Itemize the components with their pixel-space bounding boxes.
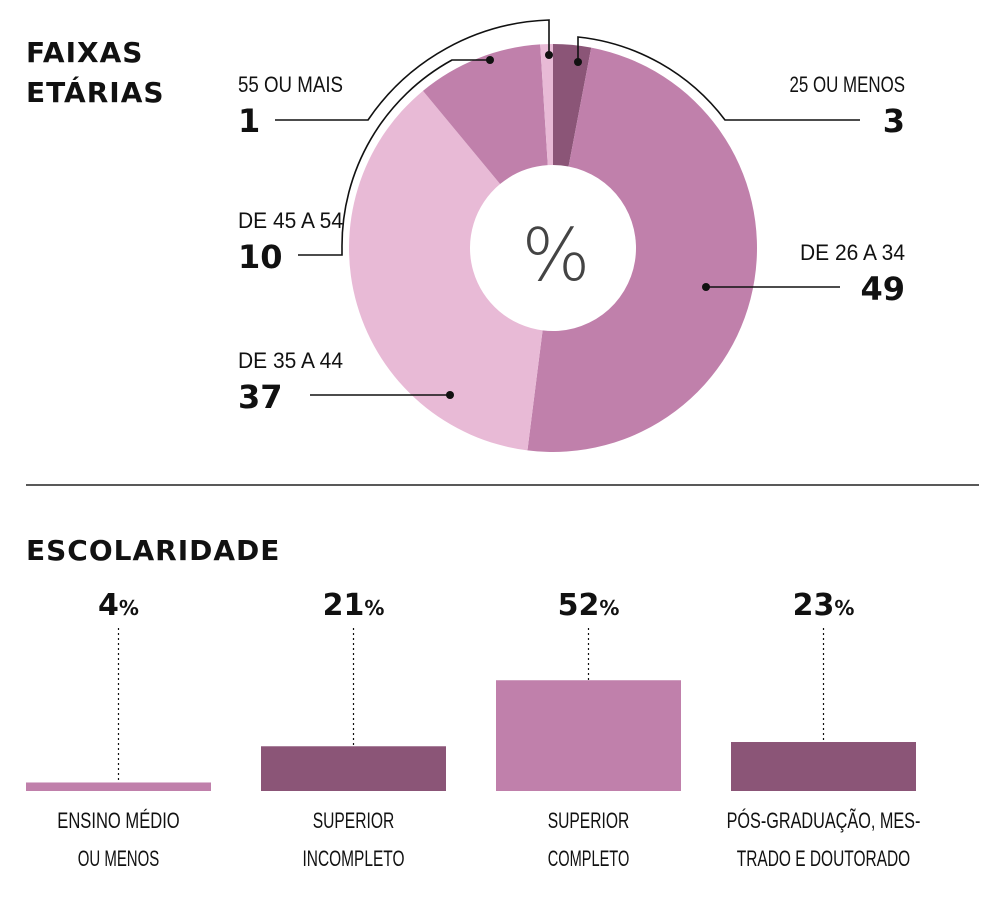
bar-category-2-line-0: SUPERIOR <box>548 808 630 833</box>
bar-2 <box>496 680 681 791</box>
pie-slice-2 <box>348 90 543 451</box>
leader-dot-4 <box>545 51 553 59</box>
leader-dot-0 <box>574 58 582 66</box>
slice-value-3: 10 <box>238 238 283 276</box>
bar-category-3-line-0: PÓS-GRADUAÇÃO, MES- <box>727 808 921 833</box>
bar-value-1: 21% <box>323 588 385 623</box>
pie-slice-3 <box>422 44 548 185</box>
leader-dot-3 <box>486 56 494 64</box>
bar-category-2-line-1: COMPLETO <box>548 846 630 871</box>
bar-value-0: 4% <box>98 588 139 623</box>
bar-category-3-line-1: TRADO E DOUTORADO <box>737 846 910 871</box>
slice-value-2: 37 <box>238 378 283 416</box>
bar-title: ESCOLARIDADE <box>26 534 280 567</box>
slice-label-2: DE 35 A 44 <box>238 348 343 373</box>
slice-label-0: 25 OU MENOS <box>790 72 906 97</box>
bar-category-1-line-0: SUPERIOR <box>313 808 395 833</box>
leader-line-0 <box>577 36 860 121</box>
slice-value-4: 1 <box>238 102 260 140</box>
leader-line-3 <box>298 59 490 256</box>
bar-value-3: 23% <box>793 588 855 623</box>
bar-category-0-line-0: ENSINO MÉDIO <box>57 808 179 833</box>
leader-lines <box>275 19 860 399</box>
slice-label-4: 55 OU MAIS <box>238 72 343 97</box>
pie-labels: 25 OU MENOS 3 DE 26 A 34 49 DE 35 A 44 37 DE 4… <box>238 72 905 416</box>
slice-value-1: 49 <box>860 270 905 308</box>
bar-chart: 4% ENSINO MÉDIO OU MENOS 21% SUPERIOR INCOMPL… <box>26 588 920 871</box>
pie-slice-4 <box>540 44 553 166</box>
leader-dot-1 <box>702 283 710 291</box>
bar-category-0-line-1: OU MENOS <box>78 846 160 871</box>
pie-title-line1: FAIXAS <box>26 36 143 69</box>
bar-3 <box>731 742 916 791</box>
leader-dot-2 <box>446 391 454 399</box>
slice-label-3: DE 45 A 54 <box>238 208 343 233</box>
bar-1 <box>261 746 446 791</box>
center-percent-label: % <box>522 213 590 297</box>
slice-value-0: 3 <box>883 102 905 140</box>
slice-label-1: DE 26 A 34 <box>800 240 905 265</box>
bar-category-1-line-1: INCOMPLETO <box>303 846 405 871</box>
bar-value-2: 52% <box>558 588 620 623</box>
donut-chart <box>348 44 758 452</box>
leader-line-4 <box>275 19 550 121</box>
bar-0 <box>26 782 211 791</box>
pie-slice-0 <box>553 44 592 167</box>
pie-title-line2: ETÁRIAS <box>26 75 165 109</box>
pie-slice-1 <box>527 47 758 452</box>
